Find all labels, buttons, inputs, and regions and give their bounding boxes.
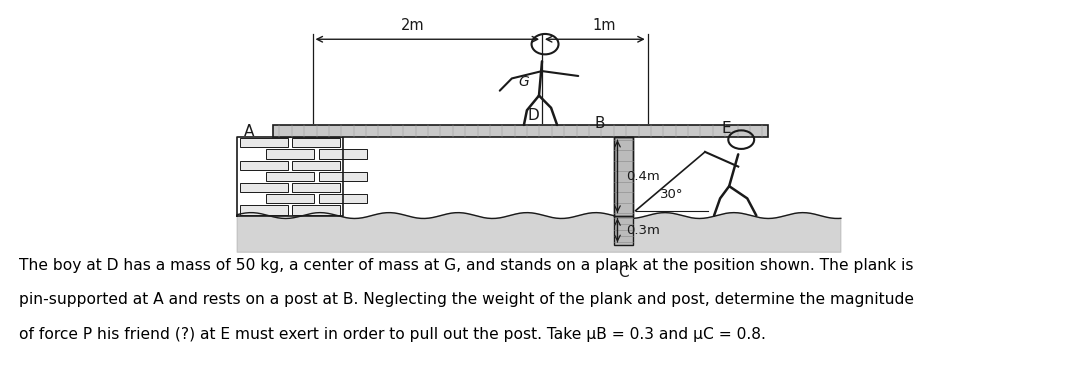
Text: D: D: [527, 108, 539, 122]
Bar: [319, 172, 367, 181]
Polygon shape: [237, 213, 841, 252]
Text: C: C: [618, 265, 628, 279]
Bar: [292, 205, 341, 214]
Bar: [319, 194, 367, 203]
Bar: [239, 205, 288, 214]
Text: 2m: 2m: [400, 18, 424, 33]
Bar: [319, 150, 367, 159]
Bar: [239, 161, 288, 170]
Bar: [292, 138, 341, 147]
Text: 0.4m: 0.4m: [626, 170, 661, 183]
Bar: [292, 161, 341, 170]
Bar: [614, 137, 633, 216]
Bar: [239, 183, 288, 192]
Bar: [266, 172, 314, 181]
Text: of force P his friend (?) at E must exert in order to pull out the post. Take μB: of force P his friend (?) at E must exer…: [19, 327, 766, 342]
Text: G: G: [519, 75, 529, 89]
Text: The boy at D has a mass of 50 kg, a center of mass at G, and stands on a plank a: The boy at D has a mass of 50 kg, a cent…: [19, 258, 914, 273]
Bar: [266, 150, 314, 159]
Bar: [274, 125, 769, 137]
Text: 1m: 1m: [592, 18, 616, 33]
Bar: [614, 216, 633, 245]
Bar: [266, 194, 314, 203]
Text: pin-supported at A and rests on a post at B. Neglecting the weight of the plank : pin-supported at A and rests on a post a…: [19, 292, 914, 307]
Text: A: A: [244, 124, 254, 139]
Bar: [292, 183, 341, 192]
Text: 30°: 30°: [660, 188, 683, 201]
Text: E: E: [721, 121, 731, 136]
Text: B: B: [594, 116, 605, 131]
Text: 0.3m: 0.3m: [626, 224, 661, 237]
Bar: [239, 138, 288, 147]
